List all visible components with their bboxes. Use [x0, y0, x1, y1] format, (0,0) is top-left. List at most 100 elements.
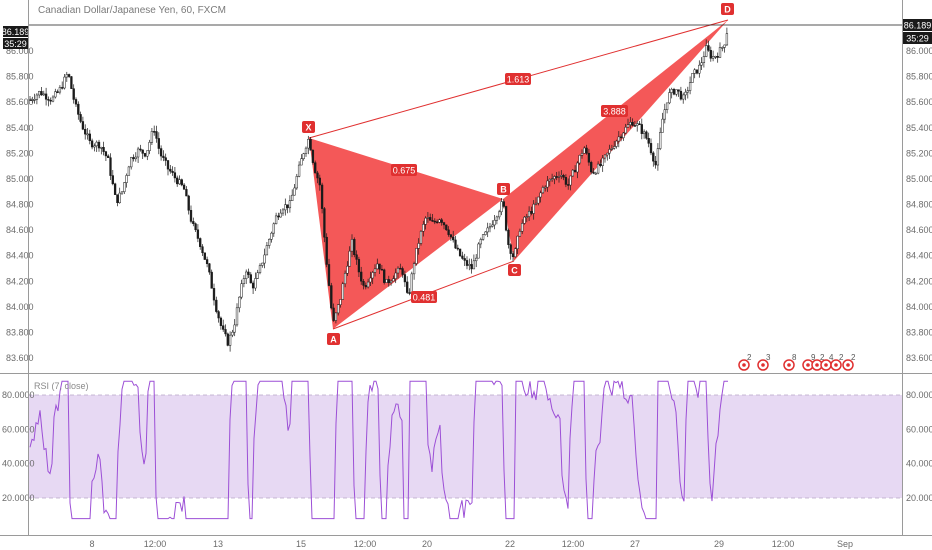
candle	[54, 88, 57, 99]
candle	[431, 213, 434, 222]
candle	[316, 170, 319, 184]
price-tick-label-left: 85.000	[6, 174, 34, 184]
candle	[215, 296, 218, 314]
svg-text:2: 2	[851, 353, 856, 362]
candle	[440, 217, 443, 226]
candle	[104, 150, 108, 162]
rsi-tick-label-left: 20.0000	[2, 493, 35, 503]
time-tick-label: 27	[630, 539, 640, 549]
candle	[346, 261, 349, 277]
candle	[468, 258, 471, 271]
candle	[585, 144, 588, 155]
candle	[571, 169, 574, 177]
candle	[95, 140, 98, 152]
svg-text:35:29: 35:29	[4, 39, 27, 49]
event-marker[interactable]: 4	[820, 353, 834, 371]
candle	[714, 55, 717, 59]
candle	[330, 282, 333, 310]
candle	[157, 132, 160, 155]
event-marker[interactable]: 3	[757, 353, 771, 371]
candle	[297, 161, 301, 178]
pattern-point-c: C	[508, 264, 521, 276]
event-marker[interactable]: 8	[783, 353, 797, 371]
candle	[28, 96, 32, 101]
candle	[355, 250, 358, 265]
candle	[120, 191, 124, 195]
candle	[401, 266, 404, 278]
candle	[171, 166, 174, 176]
candle	[544, 185, 547, 192]
candle	[534, 197, 538, 206]
price-tick-label: 86.000	[906, 46, 932, 56]
candle	[389, 279, 393, 286]
rsi-axis[interactable]: 20.0000 20.0000 40.0000 40.0000 60.0000 60.00…	[2, 390, 932, 503]
candle	[323, 207, 326, 243]
candle	[392, 275, 395, 282]
event-marker[interactable]: 2	[830, 353, 844, 371]
candle	[274, 212, 278, 225]
candle	[596, 161, 600, 175]
price-tick-label-left: 85.800	[6, 72, 34, 82]
time-axis[interactable]: 8 12:00 13 15 12:00 20 22 12:00 27 29 12:00 Sep	[89, 539, 853, 549]
harmonic-pattern[interactable]	[308, 19, 729, 330]
candle	[470, 258, 473, 274]
ratio-label-xab: 0.675	[391, 164, 417, 176]
candle	[523, 216, 526, 225]
rsi-pane[interactable]: RSI (7, close) 20.0000 20.0000 40.0000 40.0…	[2, 380, 932, 520]
candle	[360, 266, 363, 285]
candle	[173, 167, 177, 183]
candle	[343, 270, 347, 288]
candle	[511, 251, 515, 261]
candle	[700, 57, 703, 70]
candle	[521, 219, 524, 235]
candle	[339, 299, 342, 308]
svg-text:B: B	[500, 185, 507, 195]
candle	[642, 129, 646, 139]
candle	[254, 272, 257, 291]
candle	[300, 154, 303, 166]
candle	[686, 86, 689, 99]
event-marker[interactable]: 2	[842, 353, 856, 371]
candle	[479, 237, 482, 249]
candle	[373, 264, 377, 277]
candle	[691, 73, 694, 83]
candle	[58, 85, 62, 95]
price-tick-label-left: 85.200	[6, 148, 34, 158]
price-tick-label: 85.200	[906, 148, 932, 158]
candle	[406, 276, 409, 295]
candle	[484, 231, 487, 236]
candle	[304, 146, 308, 157]
time-tick-label: 15	[296, 539, 306, 549]
candle	[251, 280, 255, 294]
price-tick-label-left: 84.800	[6, 200, 34, 210]
candle	[116, 194, 119, 207]
candle	[132, 154, 135, 162]
svg-text:D: D	[724, 5, 731, 15]
rsi-tick-label-left: 40.0000	[2, 459, 35, 469]
svg-text:2: 2	[839, 353, 844, 362]
candle	[185, 186, 188, 197]
candle	[81, 116, 85, 131]
candle	[599, 159, 602, 168]
candle	[433, 218, 436, 225]
candle	[454, 235, 457, 249]
candle	[677, 89, 680, 97]
candle	[564, 174, 568, 188]
candle	[77, 101, 80, 120]
candle	[661, 112, 664, 133]
candle	[238, 296, 241, 313]
candle	[525, 213, 528, 223]
candle	[675, 89, 678, 97]
candle	[113, 182, 117, 195]
price-axis[interactable]: 83.600 83.600 83.800 83.800 84.000 84.000 84.2…	[6, 46, 932, 363]
candle	[74, 97, 78, 107]
candle	[399, 263, 402, 270]
rsi-tick-label: 20.0000	[906, 493, 932, 503]
svg-text:X: X	[305, 123, 311, 133]
event-marker[interactable]: 2	[738, 353, 752, 371]
candle	[486, 222, 489, 238]
candle	[631, 118, 634, 127]
candle	[143, 152, 147, 158]
